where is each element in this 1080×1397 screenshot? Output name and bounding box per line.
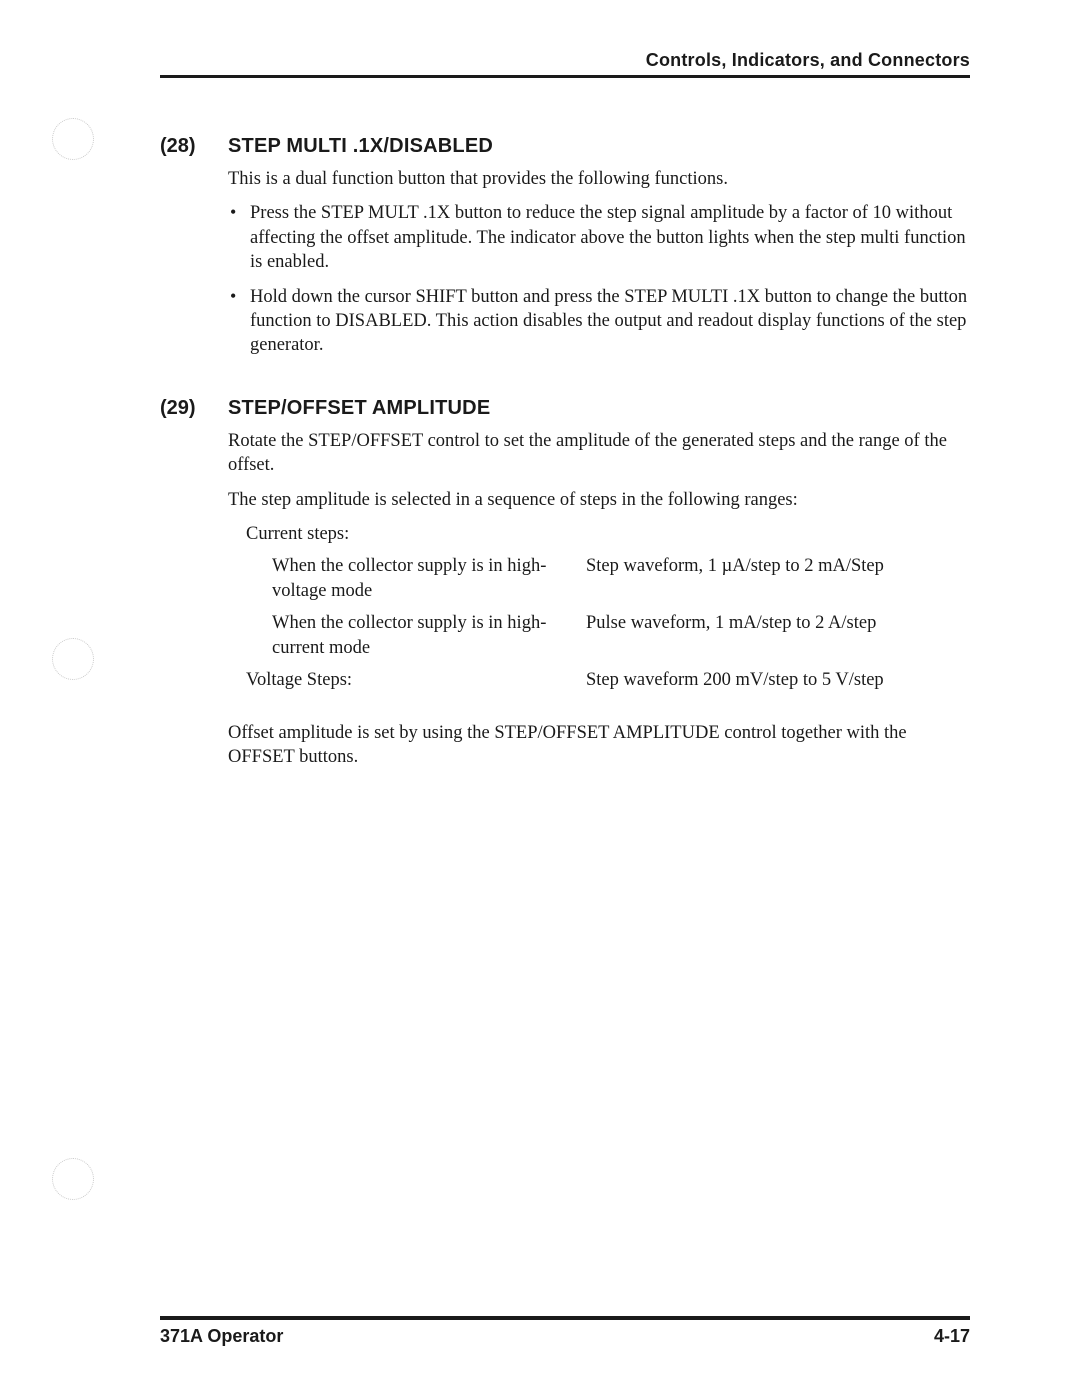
list-item: Press the STEP MULT .1X button to reduce…: [228, 201, 970, 274]
section-title: STEP/OFFSET AMPLITUDE: [228, 396, 970, 421]
footer-left: 371A Operator: [160, 1326, 283, 1347]
table-row-value: Pulse waveform, 1 mA/step to 2 A/step: [586, 611, 970, 660]
document-page: Controls, Indicators, and Connectors (28…: [0, 0, 1080, 1397]
table-row-label: Voltage Steps:: [246, 668, 566, 692]
list-item: Hold down the cursor SHIFT button and pr…: [228, 285, 970, 358]
paragraph: This is a dual function button that prov…: [228, 167, 970, 191]
paragraph: The step amplitude is selected in a sequ…: [228, 488, 970, 512]
table-row-label: When the collector supply is in high-cur…: [246, 611, 566, 660]
header-rule: [160, 75, 970, 78]
table-row-value: Step waveform, 1 µA/step to 2 mA/Step: [586, 554, 970, 603]
footer-rule: [160, 1316, 970, 1320]
footer-right: 4-17: [934, 1326, 970, 1347]
table-row-value: Step waveform 200 mV/step to 5 V/step: [586, 668, 970, 692]
table-row-label: When the collector supply is in high-vol…: [246, 554, 566, 603]
punch-hole-icon: [52, 638, 94, 680]
running-header: Controls, Indicators, and Connectors: [160, 50, 970, 71]
page-footer: 371A Operator 4-17: [160, 1316, 970, 1347]
section-title: STEP MULTI .1X/DISABLED: [228, 134, 970, 159]
punch-hole-icon: [52, 118, 94, 160]
section-body: Rotate the STEP/OFFSET control to set th…: [228, 421, 970, 779]
punch-hole-icon: [52, 1158, 94, 1200]
section-number: (28): [160, 134, 222, 159]
table-row-label: Current steps:: [246, 522, 970, 546]
paragraph: Offset amplitude is set by using the STE…: [228, 721, 970, 770]
section-body: This is a dual function button that prov…: [228, 159, 970, 368]
range-table: Current steps: When the collector supply…: [246, 522, 970, 692]
section-28: (28) STEP MULTI .1X/DISABLED This is a d…: [160, 134, 970, 368]
bullet-list: Press the STEP MULT .1X button to reduce…: [228, 201, 970, 357]
paragraph: Rotate the STEP/OFFSET control to set th…: [228, 429, 970, 478]
section-29: (29) STEP/OFFSET AMPLITUDE Rotate the ST…: [160, 396, 970, 779]
section-number: (29): [160, 396, 222, 421]
